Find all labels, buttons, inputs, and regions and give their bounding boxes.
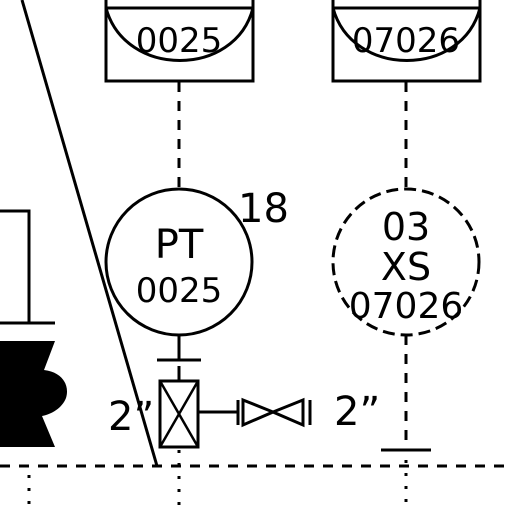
instrument-xs-prefix: 03	[382, 205, 430, 249]
diagonal-leader-line	[20, 0, 159, 467]
line-size-right: 2”	[334, 389, 380, 435]
instrument-xs-function: XS	[381, 245, 431, 289]
pump-icon[interactable]	[0, 341, 68, 447]
instrument-pt-function: PT	[155, 222, 204, 268]
instrument-pt-number: 0025	[136, 271, 223, 311]
instrument-xs-number: 07026	[349, 286, 464, 327]
line-size-left: 2”	[108, 394, 154, 440]
gate-valve-icon[interactable]	[236, 397, 312, 428]
isolation-valve-box[interactable]	[158, 379, 200, 449]
display-box-07026-label: 07026	[352, 21, 460, 61]
display-box-0025-label: 0025	[136, 21, 223, 61]
display-box-0025[interactable]: 0025	[104, 0, 255, 83]
instrument-pt-tag-note: 18	[238, 186, 289, 232]
display-box-07026[interactable]: 07026	[331, 0, 482, 83]
instrument-xs-07026[interactable]: 03 XS 07026	[331, 187, 481, 337]
left-pipe	[0, 209, 31, 323]
instrument-pt-0025[interactable]: PT 0025	[104, 187, 254, 337]
